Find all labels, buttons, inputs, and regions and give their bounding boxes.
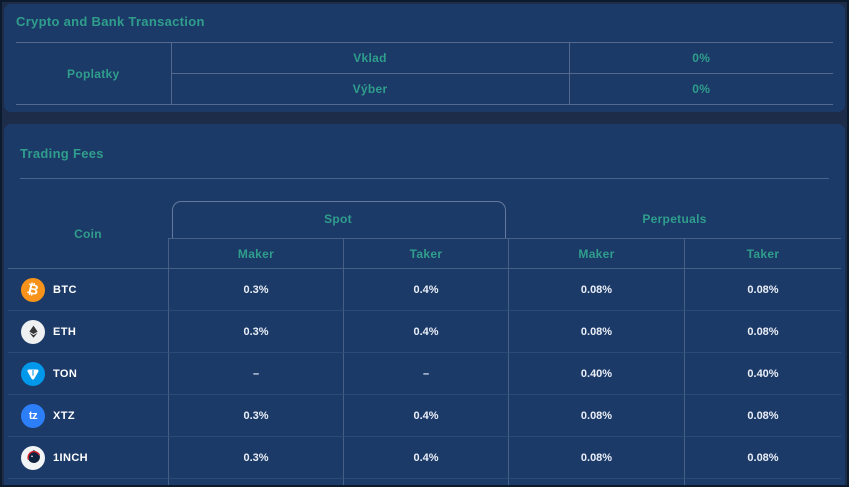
btc-icon: ₿: [21, 277, 45, 302]
xtz-icon: tz: [21, 403, 45, 428]
section-title: Trading Fees: [20, 146, 104, 161]
table-row-coin-xtz: tz XTZ: [8, 395, 168, 437]
withdrawal-value: 0%: [569, 73, 833, 105]
table-filler: [168, 479, 343, 485]
coin-label: XTZ: [53, 409, 75, 422]
table-row-coin-1inch: 1INCH: [8, 437, 168, 479]
table-row: Výber 0%: [16, 73, 833, 105]
crypto-bank-transaction-card: Crypto and Bank Transaction Poplatky Vkl…: [4, 4, 845, 112]
1inch-icon: [21, 445, 45, 470]
transaction-fees-table: Poplatky Vklad 0% Výber 0%: [16, 42, 833, 105]
eth-spot-maker: 0.3%: [168, 311, 343, 353]
1inch-perp-maker: 0.08%: [508, 437, 684, 479]
deposit-value: 0%: [569, 42, 833, 74]
table-row: Poplatky Vklad 0%: [16, 42, 833, 105]
trading-fees-table: Coin Spot Perpetuals Maker Taker Maker T…: [8, 200, 841, 485]
coin-label: TON: [53, 367, 78, 380]
spot-taker-header: Taker: [343, 238, 508, 269]
btc-spot-maker: 0.3%: [168, 269, 343, 311]
eth-spot-taker: 0.4%: [343, 311, 508, 353]
1inch-spot-taker: 0.4%: [343, 437, 508, 479]
coin-label: 1INCH: [53, 451, 89, 464]
btc-perp-taker: 0.08%: [684, 269, 841, 311]
spot-maker-header: Maker: [168, 238, 343, 269]
trading-fees-header: Trading Fees: [20, 124, 829, 179]
xtz-perp-maker: 0.08%: [508, 395, 684, 437]
page-title: Crypto and Bank Transaction: [16, 14, 205, 29]
fees-group-label: Poplatky: [16, 42, 172, 105]
deposit-label: Vklad: [171, 42, 570, 74]
ton-perp-taker: 0.40%: [684, 353, 841, 395]
ton-perp-maker: 0.40%: [508, 353, 684, 395]
table-row-coin-ton: TON: [8, 353, 168, 395]
xtz-spot-maker: 0.3%: [168, 395, 343, 437]
withdrawal-label: Výber: [171, 73, 570, 105]
ton-spot-maker: –: [168, 353, 343, 395]
ton-spot-taker: –: [343, 353, 508, 395]
table-row-coin-btc: ₿ BTC: [8, 269, 168, 311]
eth-icon: [21, 319, 45, 344]
ton-icon: [21, 361, 45, 386]
xtz-perp-taker: 0.08%: [684, 395, 841, 437]
table-row-coin-eth: ETH: [8, 311, 168, 353]
eth-perp-taker: 0.08%: [684, 311, 841, 353]
btc-perp-maker: 0.08%: [508, 269, 684, 311]
perp-maker-header: Maker: [508, 238, 684, 269]
table-filler: [343, 479, 508, 485]
coin-label: ETH: [53, 325, 77, 338]
coin-label: BTC: [53, 283, 77, 296]
1inch-perp-taker: 0.08%: [684, 437, 841, 479]
perp-taker-header: Taker: [684, 238, 841, 269]
tab-perpetuals[interactable]: Perpetuals: [642, 212, 707, 226]
table-filler: [684, 479, 841, 485]
eth-perp-maker: 0.08%: [508, 311, 684, 353]
table-filler: [508, 479, 684, 485]
xtz-spot-taker: 0.4%: [343, 395, 508, 437]
trading-fees-card: Trading Fees Coin Spot Perpetuals Maker …: [4, 124, 845, 485]
coin-column-header: Coin: [8, 200, 168, 269]
tab-spot[interactable]: Spot: [168, 200, 508, 238]
1inch-spot-maker: 0.3%: [168, 437, 343, 479]
btc-spot-taker: 0.4%: [343, 269, 508, 311]
